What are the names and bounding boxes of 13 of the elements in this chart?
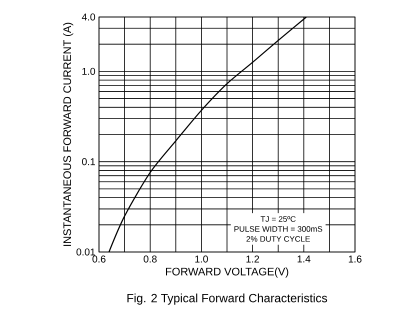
x-tick-label: 1.0 — [195, 256, 208, 263]
x-tick-label: 1.4 — [298, 256, 310, 262]
x-tick-label: 0.8 — [144, 256, 157, 263]
y-tick-label: 0.1 — [82, 158, 96, 166]
y-tick-label: 0.01 — [76, 248, 95, 256]
y-tick-label: 4.0 — [82, 13, 96, 21]
x-axis-title: FORWARD VOLTAGE(V) — [166, 267, 288, 278]
x-tick-label: 1.2 — [246, 256, 260, 262]
x-tick-label: 0.6 — [92, 256, 106, 263]
y-axis-title: INSTANTANEOUS FORWARD CURRENT (A) — [63, 22, 74, 246]
y-tick-label: 1.0 — [82, 68, 96, 75]
x-tick-label: 1.6 — [348, 256, 362, 263]
text: Fig. 2 Typical Forward Characteristics — [127, 294, 328, 305]
